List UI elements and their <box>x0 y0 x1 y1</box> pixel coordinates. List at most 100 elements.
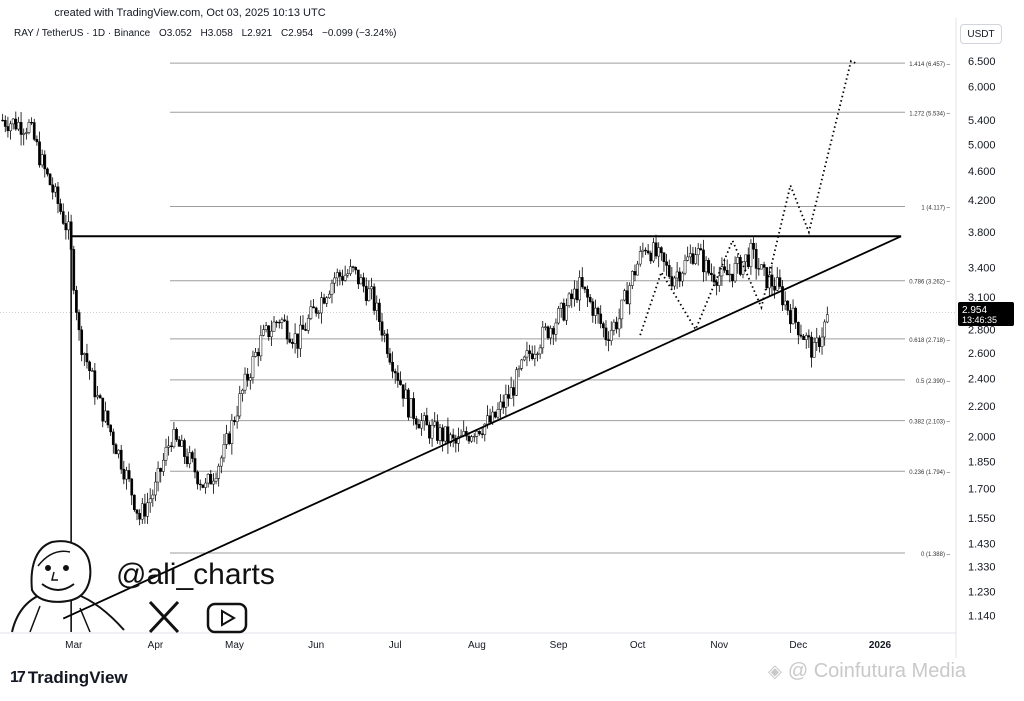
youtube-icon[interactable] <box>206 602 248 634</box>
candle-body <box>812 342 816 358</box>
candle-body <box>375 302 379 311</box>
candle-body <box>515 369 518 396</box>
candle-body <box>293 333 297 344</box>
candle-body <box>130 478 134 496</box>
candle-body <box>222 444 226 459</box>
candle-body <box>93 370 97 398</box>
last-price-countdown: 13:46:35 <box>962 315 997 325</box>
y-tick-label-12: 2.200 <box>968 401 996 413</box>
y-tick-label-11: 2.400 <box>968 374 996 386</box>
candle-body <box>754 249 758 269</box>
candle-body <box>573 288 576 300</box>
candle-body <box>414 418 418 425</box>
candle-body <box>127 470 131 480</box>
candle-body <box>746 254 750 267</box>
candle-body <box>457 436 460 444</box>
avatar-caricature <box>11 540 125 633</box>
fib-levels: 1.414 (6.457) – 1.272 (5.534) – 1 (4.117) … <box>0 62 956 558</box>
candle-body <box>296 333 300 349</box>
y-tick-label-20: 1.140 <box>968 611 996 623</box>
candle-body <box>607 339 610 341</box>
candle-body <box>430 424 434 439</box>
candle-body <box>270 330 273 338</box>
candle-body <box>391 362 394 372</box>
candle-body <box>238 393 242 417</box>
candle-body <box>17 122 20 130</box>
candle-body <box>681 272 684 282</box>
candle-body <box>133 494 136 511</box>
candle-body <box>304 329 307 331</box>
candle-body <box>791 307 795 325</box>
candle-body <box>180 440 184 447</box>
candle-body <box>267 325 271 338</box>
candle-body <box>351 266 355 268</box>
candle-body <box>106 410 110 426</box>
candle-body <box>731 273 734 282</box>
candle-body <box>27 122 31 133</box>
candle-body <box>370 286 373 290</box>
candle-body <box>46 168 49 175</box>
candle-body <box>356 269 360 285</box>
candle-body <box>483 423 487 435</box>
candle-body <box>275 321 278 324</box>
tradingview-brand[interactable]: 17 TradingView <box>10 668 128 688</box>
candle-body <box>654 242 658 257</box>
candle-body <box>9 123 12 132</box>
candle-body <box>51 184 55 193</box>
candle-body <box>206 474 210 484</box>
candle-body <box>196 471 199 485</box>
candle-body <box>312 306 315 309</box>
currency-button[interactable]: USDT <box>960 24 1002 44</box>
candle-body <box>736 257 740 264</box>
x-logo-icon[interactable] <box>148 600 180 634</box>
candle-body <box>241 389 244 394</box>
candle-body <box>636 263 639 276</box>
candle-body <box>185 456 189 465</box>
candle-body <box>480 433 484 435</box>
candle-body <box>164 447 168 461</box>
candle-body <box>401 384 405 399</box>
candle-body <box>359 277 363 285</box>
last-price-value: 2.954 <box>962 305 987 316</box>
candles <box>1 111 829 526</box>
candle-body <box>470 436 473 442</box>
candle-body <box>741 261 745 275</box>
candle-body <box>204 482 207 488</box>
candle-body <box>667 265 671 277</box>
candle-body <box>544 326 547 328</box>
candle-body <box>364 285 368 301</box>
candle-body <box>256 352 260 357</box>
candle-body <box>588 296 592 302</box>
projection-path <box>639 59 857 336</box>
candle-body <box>233 420 236 423</box>
candle-body <box>781 286 784 306</box>
candle-body <box>615 321 618 330</box>
candle-body <box>75 289 78 313</box>
y-tick-label-1: 6.000 <box>968 82 996 94</box>
candle-body <box>167 445 170 448</box>
candle-body <box>53 186 57 193</box>
candle-body <box>783 300 787 306</box>
candle-body <box>694 254 697 264</box>
candle-body <box>125 470 128 480</box>
candle-body <box>35 139 39 143</box>
candle-body <box>509 387 513 399</box>
y-tick-label-19: 1.230 <box>968 586 996 598</box>
candle-body <box>794 307 798 323</box>
candle-body <box>773 285 776 291</box>
candle-body <box>499 401 502 410</box>
candle-body <box>420 420 423 429</box>
candle-body <box>757 268 761 270</box>
candle-body <box>691 253 695 264</box>
symbol-name[interactable]: RAY / TetherUS · 1D · Binance <box>14 28 151 39</box>
price-axis: 6.500 6.000 5.400 5.000 4.600 4.200 3.800 3.400… <box>968 56 996 623</box>
candle-body <box>496 409 500 418</box>
candle-body <box>322 297 326 304</box>
candle-body <box>259 335 263 357</box>
last-price-tag: 2.954 13:46:35 <box>958 302 1014 326</box>
candle-body <box>325 297 329 304</box>
candle-body <box>372 286 376 311</box>
candle-body <box>341 276 344 281</box>
x-tick-label-9: Dec <box>789 640 807 651</box>
